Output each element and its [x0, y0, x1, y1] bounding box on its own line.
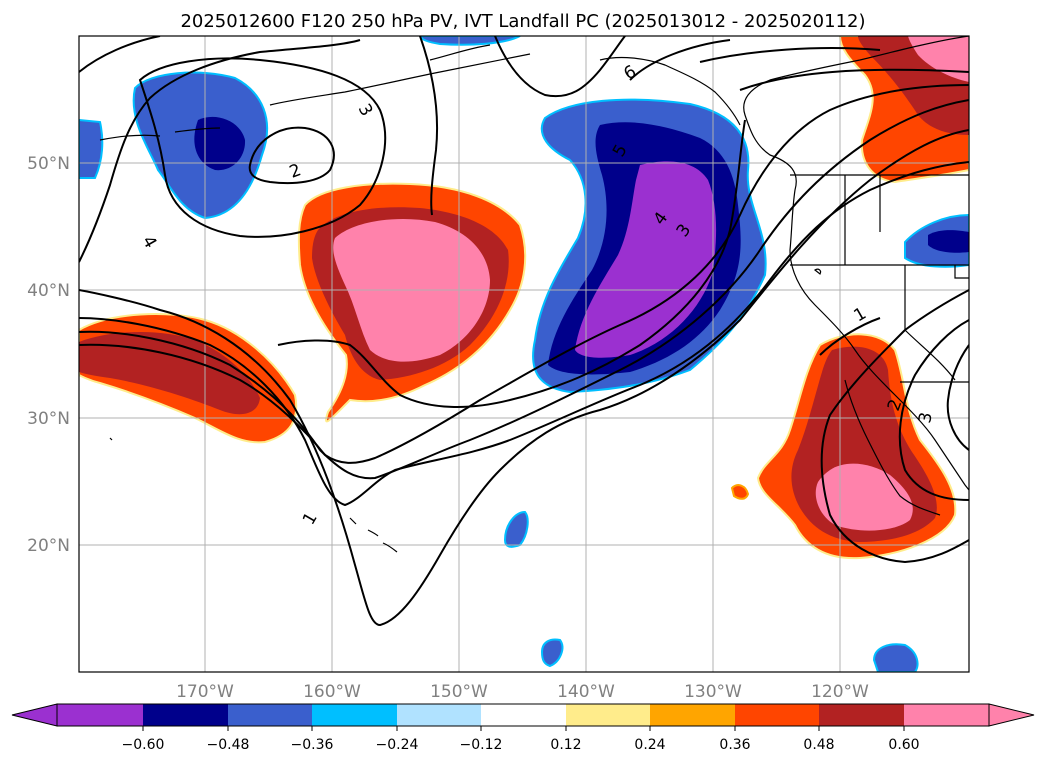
- lon-label: 170°W: [176, 682, 234, 702]
- colorbar-segment: [650, 704, 735, 726]
- lon-label: 140°W: [557, 682, 615, 702]
- graticule: [79, 36, 969, 672]
- anomaly-navy-northwest: [194, 116, 246, 171]
- colorbar-tick-label: 0.12: [550, 737, 581, 753]
- longitude-labels: 170°W 160°W 150°W 140°W 130°W 120°W: [176, 682, 869, 702]
- colorbar-right-extension: [988, 703, 1035, 727]
- colorbar-segment: [481, 704, 566, 726]
- anomaly-navy-southeast-coast: [928, 230, 969, 253]
- colorbar-left-extension: [11, 703, 58, 727]
- colorbar-tick-label: −0.36: [291, 737, 334, 753]
- colorbar-tick-label: 0.48: [803, 737, 834, 753]
- colorbar-segment: [312, 704, 397, 726]
- lat-label: 20°N: [27, 536, 70, 556]
- contour-lines: [79, 36, 969, 627]
- anomaly-blue-south-c: [872, 643, 919, 672]
- colorbar-tick-label: −0.12: [460, 737, 503, 753]
- lon-label: 130°W: [684, 682, 742, 702]
- lon-label: 120°W: [811, 682, 869, 702]
- colorbar-segment: [228, 704, 312, 726]
- lon-label: 160°W: [303, 682, 361, 702]
- anomaly-blue-south-b: [540, 638, 564, 668]
- colorbar-outline: [56, 703, 990, 727]
- colorbar-tick-label: 0.60: [888, 737, 919, 753]
- colorbar-segment: [735, 704, 819, 726]
- colorbar-segment: [397, 704, 481, 726]
- map-panel: 6 3 2 4 5 4 3 1 1 2 3: [79, 36, 969, 672]
- colorbar-ticks: [142, 726, 905, 731]
- colorbar-tick-label: −0.60: [122, 737, 165, 753]
- lat-label: 40°N: [27, 281, 70, 301]
- colorbar-tick-label: 0.24: [634, 737, 665, 753]
- anomaly-orange-speck: [730, 484, 750, 500]
- anomaly-blue-west-edge: [79, 118, 104, 179]
- colorbar-segment: [143, 704, 228, 726]
- map-title: 2025012600 F120 250 hPa PV, IVT Landfall…: [180, 11, 865, 32]
- colorbar-segment: [566, 704, 650, 726]
- colorbar-tick-label: 0.36: [719, 737, 750, 753]
- colorbar-tick-label: −0.48: [207, 737, 250, 753]
- colorbar: −0.60 −0.48 −0.36 −0.24 −0.12 0.12 0.24 …: [11, 703, 1035, 753]
- colorbar-segment: [57, 704, 143, 726]
- anomaly-purple-main: [575, 161, 717, 358]
- lat-label: 50°N: [27, 154, 70, 174]
- anomaly-firebrick-west: [79, 331, 260, 415]
- negative-anomaly-regions: [79, 36, 969, 672]
- colorbar-tick-label: −0.24: [376, 737, 419, 753]
- lon-label: 150°W: [430, 682, 488, 702]
- colorbar-segment: [819, 704, 904, 726]
- latitude-labels: 50°N 40°N 30°N 20°N: [27, 154, 70, 556]
- colorbar-segment: [904, 704, 989, 726]
- contour-label: 3: [915, 411, 937, 425]
- anomaly-blue-south-a: [503, 510, 529, 548]
- map-frame: [78, 35, 970, 673]
- lat-label: 30°N: [27, 409, 70, 429]
